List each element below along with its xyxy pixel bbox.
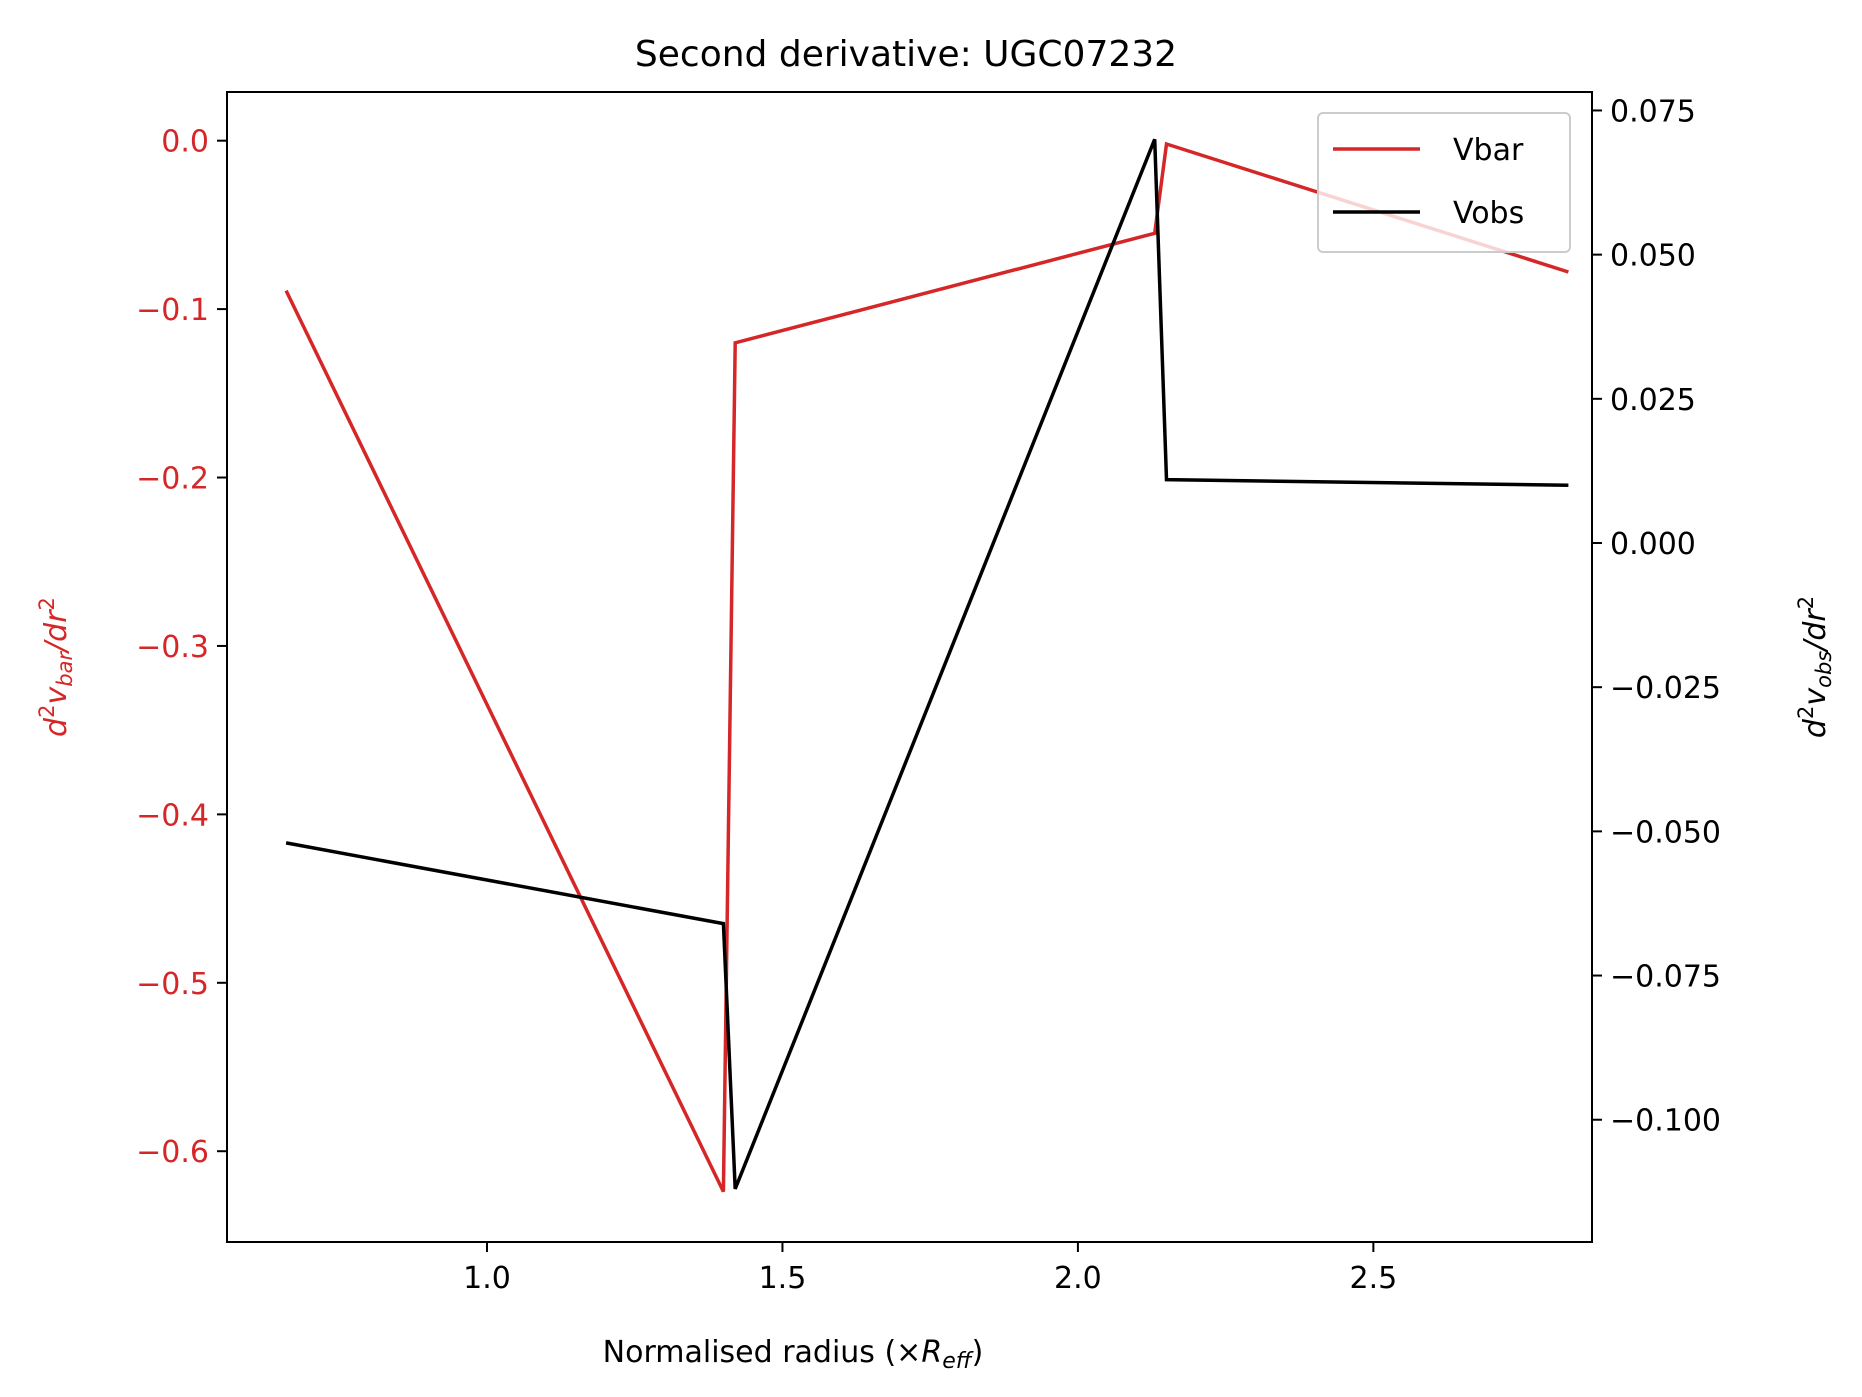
y-right-tick-label: −0.075 (1610, 960, 1721, 995)
x-axis-label-main: Normalised radius (× (603, 1335, 922, 1370)
y-left-tick-label: 0.0 (161, 125, 209, 160)
legend-box (1317, 112, 1571, 253)
legend-label-vobs: Vobs (1453, 196, 1524, 231)
y-left-tick-label: −0.3 (136, 630, 209, 665)
y-right-label-den: /dr (1798, 608, 1833, 654)
y-right-label-v: v (1798, 687, 1833, 706)
x-axis-label-subscript: eff (942, 1349, 974, 1374)
y-left-tick-label: −0.2 (136, 462, 209, 497)
y-right-axis-label: d2vobs/dr2 (1794, 596, 1836, 738)
y-right-tick-label: −0.100 (1610, 1104, 1721, 1139)
series-line-vbar (284, 141, 1569, 1193)
x-tick-label: 2.5 (1350, 1261, 1398, 1296)
y-left-label-d: d (39, 717, 74, 737)
legend: Vbar Vobs (1317, 112, 1571, 253)
y-right-tick-label: 0.000 (1610, 527, 1696, 562)
y-left-label-v: v (39, 686, 74, 705)
x-axis-label: Normalised radius (×Reff) (603, 1335, 984, 1374)
y-left-tick-label: −0.1 (136, 293, 209, 328)
y-right-axis-ticks: 0.075 0.050 0.025 0.000 −0.025 −0.050 −0.075 −0… (1592, 94, 1721, 1139)
plot-frame (226, 91, 1593, 1243)
y-left-tick-label: −0.5 (136, 967, 209, 1002)
y-left-label-sup: 2 (35, 705, 59, 718)
y-left-label-den: /dr (39, 609, 74, 655)
y-right-tick-label: −0.050 (1610, 815, 1721, 850)
series-lines (284, 138, 1569, 1193)
legend-label-vbar: Vbar (1453, 133, 1524, 168)
y-right-tick-label: −0.025 (1610, 671, 1721, 706)
y-left-axis-ticks: 0.0 −0.1 −0.2 −0.3 −0.4 −0.5 −0.6 (136, 125, 227, 1170)
y-left-label-sup2: 2 (35, 597, 59, 610)
y-right-tick-label: 0.025 (1610, 383, 1696, 418)
y-right-label-sup2: 2 (1794, 596, 1818, 609)
series-line-vobs (285, 138, 1569, 1190)
y-right-label-d: d (1798, 718, 1833, 738)
x-axis-label-symbol: R (921, 1335, 942, 1370)
x-axis-label-close: ) (972, 1335, 984, 1370)
chart-title: Second derivative: UGC07232 (635, 34, 1177, 75)
y-right-tick-label: 0.075 (1610, 94, 1696, 129)
y-right-label-sub: obs (1812, 651, 1836, 688)
y-left-label-sub: bar (53, 651, 77, 687)
x-tick-label: 1.5 (759, 1261, 807, 1296)
y-left-tick-label: −0.4 (136, 798, 209, 833)
x-axis-ticks: 1.0 1.5 2.0 2.5 (463, 1242, 1397, 1296)
x-tick-label: 2.0 (1054, 1261, 1102, 1296)
y-right-label-sup: 2 (1794, 706, 1818, 719)
x-tick-label: 1.0 (463, 1261, 511, 1296)
y-left-axis-label: d2vbar/dr2 (35, 597, 77, 737)
y-right-tick-label: 0.050 (1610, 239, 1696, 274)
y-left-tick-label: −0.6 (136, 1135, 209, 1170)
